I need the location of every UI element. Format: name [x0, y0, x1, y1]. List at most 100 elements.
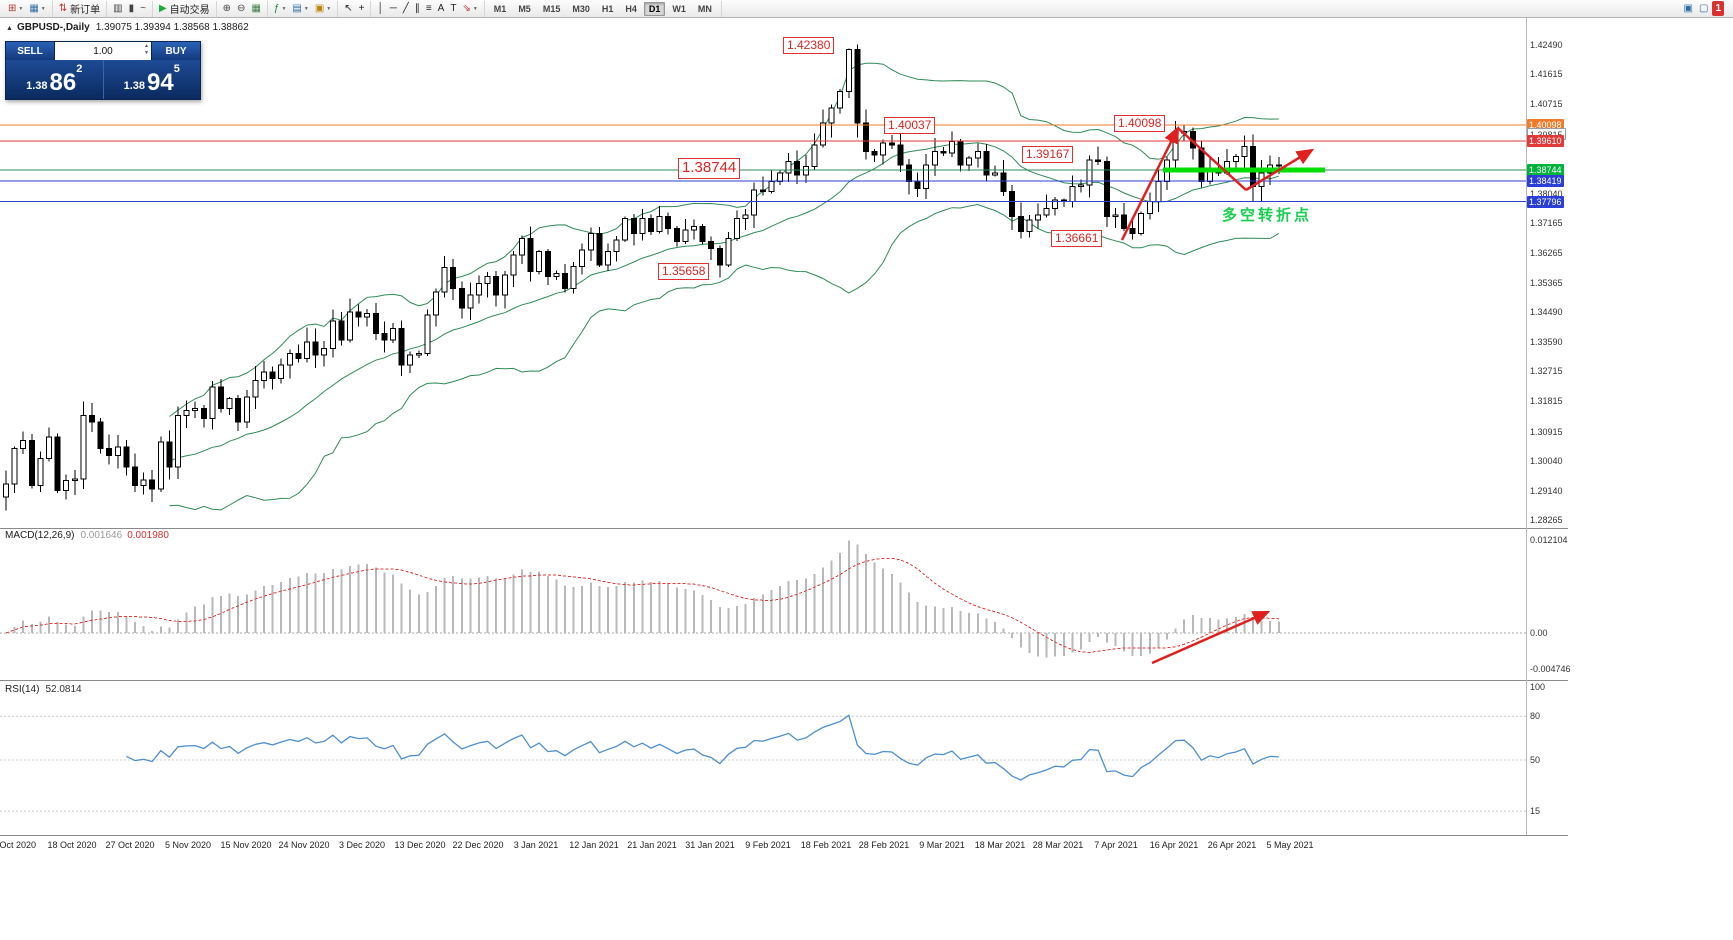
- trendline-icon[interactable]: ╱: [401, 1, 411, 16]
- horizontal-line-icon[interactable]: ─: [388, 1, 399, 16]
- symbol-timeframe-label: GBPUSD-,Daily: [16, 22, 90, 33]
- candle-body: [175, 414, 181, 468]
- autotrade-button[interactable]: ▶ 自动交易: [157, 1, 212, 17]
- sell-button[interactable]: SELL: [6, 42, 54, 60]
- text-icon[interactable]: A: [436, 1, 447, 16]
- zoom-in-icon[interactable]: ⊕: [221, 1, 233, 16]
- sell-price-main: 86: [49, 69, 77, 96]
- fibonacci-icon: ≡: [425, 2, 432, 14]
- candle-body: [415, 353, 422, 356]
- new-order-button-icon: ⇅: [58, 2, 68, 14]
- vertical-line-icon[interactable]: │: [375, 1, 385, 16]
- trend-arrow[interactable]: [1245, 148, 1315, 192]
- chart-bars-icon[interactable]: ▥: [111, 1, 124, 16]
- candles: [3, 44, 1282, 511]
- fibonacci-icon[interactable]: ≡: [424, 1, 434, 16]
- collapse-panel-icon[interactable]: ▲: [6, 25, 13, 32]
- new-chart-icon[interactable]: ⊞ ▼: [6, 1, 25, 16]
- toolbar-group: ▶ 自动交易: [153, 0, 217, 17]
- candle-body: [768, 181, 775, 193]
- trend-arrow[interactable]: [1177, 127, 1247, 191]
- timeframe-h4[interactable]: H4: [625, 3, 637, 14]
- candle-body: [235, 398, 242, 423]
- timeframe-group: M1 M5 M15 M30 H1 H4 D1 W1 MN: [485, 0, 722, 17]
- timeframe-w1[interactable]: W1: [672, 3, 686, 14]
- candle-body: [613, 239, 620, 253]
- label-icon[interactable]: T: [448, 1, 458, 16]
- crosshair-icon[interactable]: +: [357, 1, 367, 16]
- candle-body: [347, 311, 353, 341]
- candle-body: [1000, 172, 1007, 193]
- cascade-windows-icon[interactable]: ▢: [1697, 1, 1710, 16]
- candle-body: [166, 441, 173, 468]
- vertical-line-icon: │: [377, 2, 384, 14]
- objects-list-icon[interactable]: ▤ ▼: [290, 1, 310, 16]
- timeframe-m1[interactable]: M1: [493, 3, 507, 14]
- macd-indicator-label: MACD(12,26,9) 0.001646 0.001980: [5, 530, 169, 541]
- profiles-icon: ▦: [29, 2, 39, 14]
- channel-icon[interactable]: ∥: [413, 1, 422, 16]
- candle-body: [751, 189, 758, 216]
- timeframe-m30[interactable]: M30: [572, 3, 590, 14]
- dropdown-caret-icon[interactable]: ▼: [326, 5, 332, 12]
- timeframe-m5[interactable]: M5: [518, 3, 531, 14]
- candle-body: [734, 217, 740, 239]
- candle-body: [157, 441, 164, 490]
- trade-panel-top-row: SELL 1.00 ▲ ▼ BUY: [6, 42, 200, 60]
- spin-up-icon[interactable]: ▲: [144, 43, 149, 49]
- dropdown-caret-icon[interactable]: ▼: [281, 5, 287, 12]
- candle-body: [673, 227, 680, 243]
- new-order-button[interactable]: ⇅ 新订单: [57, 1, 102, 17]
- bollinger-band: [169, 203, 1280, 511]
- candle-body: [1035, 214, 1041, 221]
- timeframe-mn[interactable]: MN: [697, 3, 712, 14]
- candle-body: [1198, 147, 1205, 183]
- buy-price-display[interactable]: 1.38 94 5: [104, 60, 201, 99]
- candle-body: [983, 151, 990, 176]
- buy-button[interactable]: BUY: [152, 42, 200, 60]
- dropdown-caret-icon[interactable]: ▼: [472, 5, 478, 12]
- one-click-trading-panel: SELL 1.00 ▲ ▼ BUY 1.38 86 2 1.38 94 5: [5, 41, 201, 100]
- candle-body: [329, 320, 336, 350]
- templates-icon[interactable]: ▣ ▼: [313, 1, 333, 16]
- chart-candles-icon[interactable]: ▮: [127, 1, 137, 16]
- candle-body: [1129, 227, 1136, 234]
- volume-spinner[interactable]: ▲ ▼: [144, 43, 149, 57]
- macd-signal-line: [5, 557, 1279, 653]
- candle-body: [149, 479, 156, 490]
- candle-body: [458, 287, 465, 309]
- indicators-icon[interactable]: ƒ ▼: [272, 1, 289, 16]
- candle-body: [1026, 219, 1033, 233]
- cursor-icon: ↖: [344, 2, 353, 14]
- cursor-icon[interactable]: ↖: [342, 1, 354, 16]
- chart-bars-icon: ▥: [113, 2, 123, 14]
- candle-body: [854, 49, 861, 124]
- candle-body: [252, 379, 259, 398]
- volume-input[interactable]: 1.00 ▲ ▼: [54, 42, 152, 60]
- cascade-windows-icon: ▢: [1698, 2, 1709, 14]
- candle-body: [992, 172, 998, 176]
- zoom-out-icon[interactable]: ⊖: [235, 1, 247, 16]
- dropdown-caret-icon[interactable]: ▼: [40, 5, 46, 12]
- candle-body: [493, 276, 500, 296]
- arrows-icon[interactable]: ⇘ ▼: [460, 1, 479, 16]
- spin-down-icon[interactable]: ▼: [144, 50, 149, 56]
- profiles-icon[interactable]: ▦ ▼: [27, 1, 47, 16]
- candle-body: [243, 396, 250, 423]
- timeframe-d1[interactable]: D1: [643, 1, 666, 16]
- macd-arrow[interactable]: [1151, 610, 1271, 665]
- tile-windows-icon[interactable]: ▣: [1682, 1, 1695, 16]
- sell-price-display[interactable]: 1.38 86 2: [6, 60, 103, 99]
- chart-line-icon[interactable]: ~: [138, 1, 148, 16]
- chart-count-badge[interactable]: 1: [1712, 1, 1724, 16]
- rsi-indicator-label: RSI(14) 52.0814: [5, 684, 82, 695]
- candle-body: [54, 436, 61, 491]
- timeframe-h1[interactable]: H1: [601, 3, 614, 14]
- candle-body: [338, 320, 345, 341]
- grid-icon[interactable]: ▦: [249, 1, 262, 16]
- trend-arrow[interactable]: [1120, 125, 1180, 241]
- timeframe-m15[interactable]: M15: [542, 3, 561, 14]
- dropdown-caret-icon[interactable]: ▼: [303, 5, 309, 12]
- dropdown-caret-icon[interactable]: ▼: [18, 5, 24, 12]
